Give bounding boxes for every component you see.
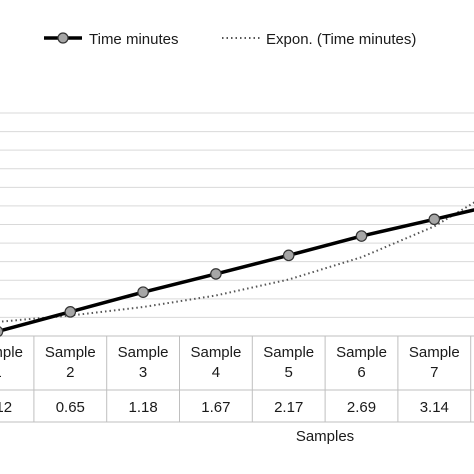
legend-label-expon: Expon. (Time minutes) [266, 31, 416, 48]
data-table: Sample 1 0.12 Sample 2 0.65 Sample 3 1.18 Sample 4… [0, 335, 474, 423]
trendline-expon [0, 201, 474, 323]
x-tick-label: 1 [0, 364, 2, 381]
data-point [0, 326, 4, 337]
series-line-time-minutes [0, 208, 474, 333]
x-tick-label: Sample [0, 344, 23, 361]
legend-label-time-minutes: Time minutes [89, 31, 178, 48]
x-tick-label: Sample [409, 344, 460, 361]
gridlines [0, 112, 474, 318]
data-point [428, 213, 441, 226]
data-point [137, 286, 149, 298]
data-point [282, 249, 295, 262]
x-tick-label: 4 [212, 364, 220, 381]
data-point [355, 230, 368, 242]
legend-marker-time-minutes [57, 32, 69, 44]
data-point [210, 268, 222, 280]
x-tick-label: 5 [285, 364, 293, 381]
x-tick-label: Sample [263, 344, 314, 361]
x-tick-label: Sample [45, 344, 96, 361]
series-layer [0, 201, 474, 337]
data-point [64, 306, 77, 318]
x-tick-label: 3 [139, 364, 147, 381]
table-value: 0.12 [0, 399, 12, 416]
table-value: 2.69 [347, 399, 376, 416]
x-tick-label: Sample [118, 344, 169, 361]
table-value: 1.67 [201, 399, 230, 416]
x-axis-title: Samples [296, 428, 354, 445]
table-value: 3.14 [420, 399, 449, 416]
x-tick-label: Sample [190, 344, 241, 361]
x-tick-label: 2 [66, 364, 74, 381]
table-value: 2.17 [274, 399, 303, 416]
x-tick-label: Sample [336, 344, 387, 361]
x-tick-label: 6 [357, 364, 365, 381]
x-tick-label: 7 [430, 364, 438, 381]
table-value: 1.18 [128, 399, 157, 416]
table-value: 0.65 [56, 399, 85, 416]
legend: Time minutes Expon. (Time minutes) [44, 31, 416, 48]
